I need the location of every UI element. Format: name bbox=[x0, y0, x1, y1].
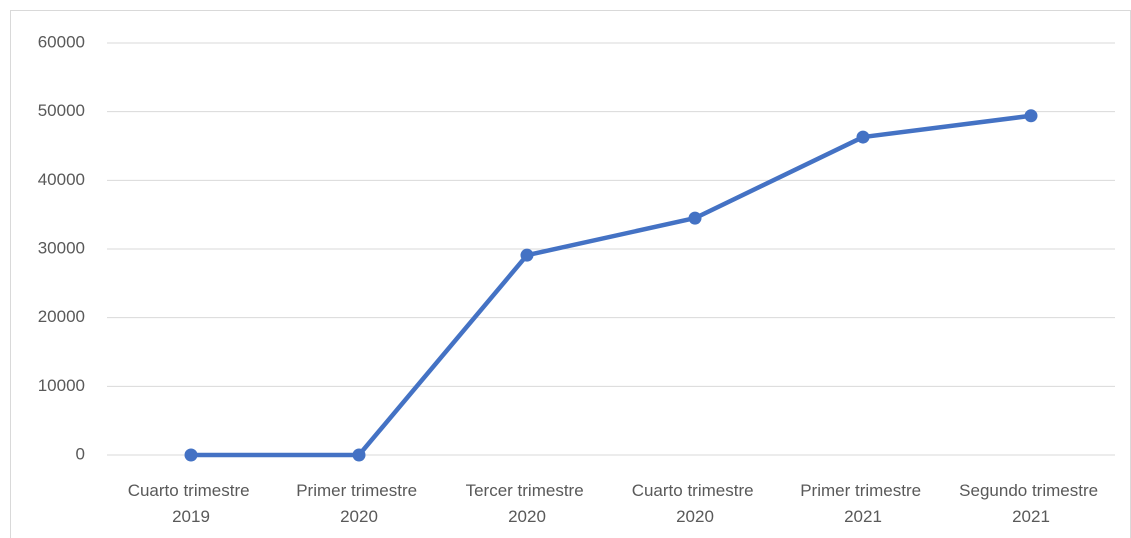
y-tick-label: 40000 bbox=[38, 170, 85, 189]
y-tick-label: 30000 bbox=[38, 238, 85, 257]
y-tick-label: 60000 bbox=[38, 32, 85, 51]
x-tick-label: Tercer trimestre 2020 bbox=[466, 481, 589, 526]
y-tick-label: 0 bbox=[76, 444, 85, 463]
data-point bbox=[688, 211, 702, 225]
y-tick-label: 20000 bbox=[38, 307, 85, 326]
data-point bbox=[856, 130, 870, 144]
x-tick-label: Cuarto trimestre 2020 bbox=[632, 481, 759, 526]
data-point bbox=[352, 448, 366, 462]
data-point bbox=[1024, 109, 1038, 123]
data-line bbox=[191, 113, 1032, 458]
x-tick-label: Cuarto trimestre 2019 bbox=[128, 481, 255, 526]
data-point bbox=[184, 448, 198, 462]
y-tick-label: 10000 bbox=[38, 376, 85, 395]
chart-frame bbox=[10, 10, 1131, 538]
x-tick-label: Segundo trimestre 2021 bbox=[959, 481, 1103, 526]
x-tick-label: Primer trimestre 2020 bbox=[296, 481, 422, 526]
data-point bbox=[520, 248, 534, 262]
x-tick-label: Primer trimestre 2021 bbox=[800, 481, 926, 526]
y-tick-label: 50000 bbox=[38, 101, 85, 120]
